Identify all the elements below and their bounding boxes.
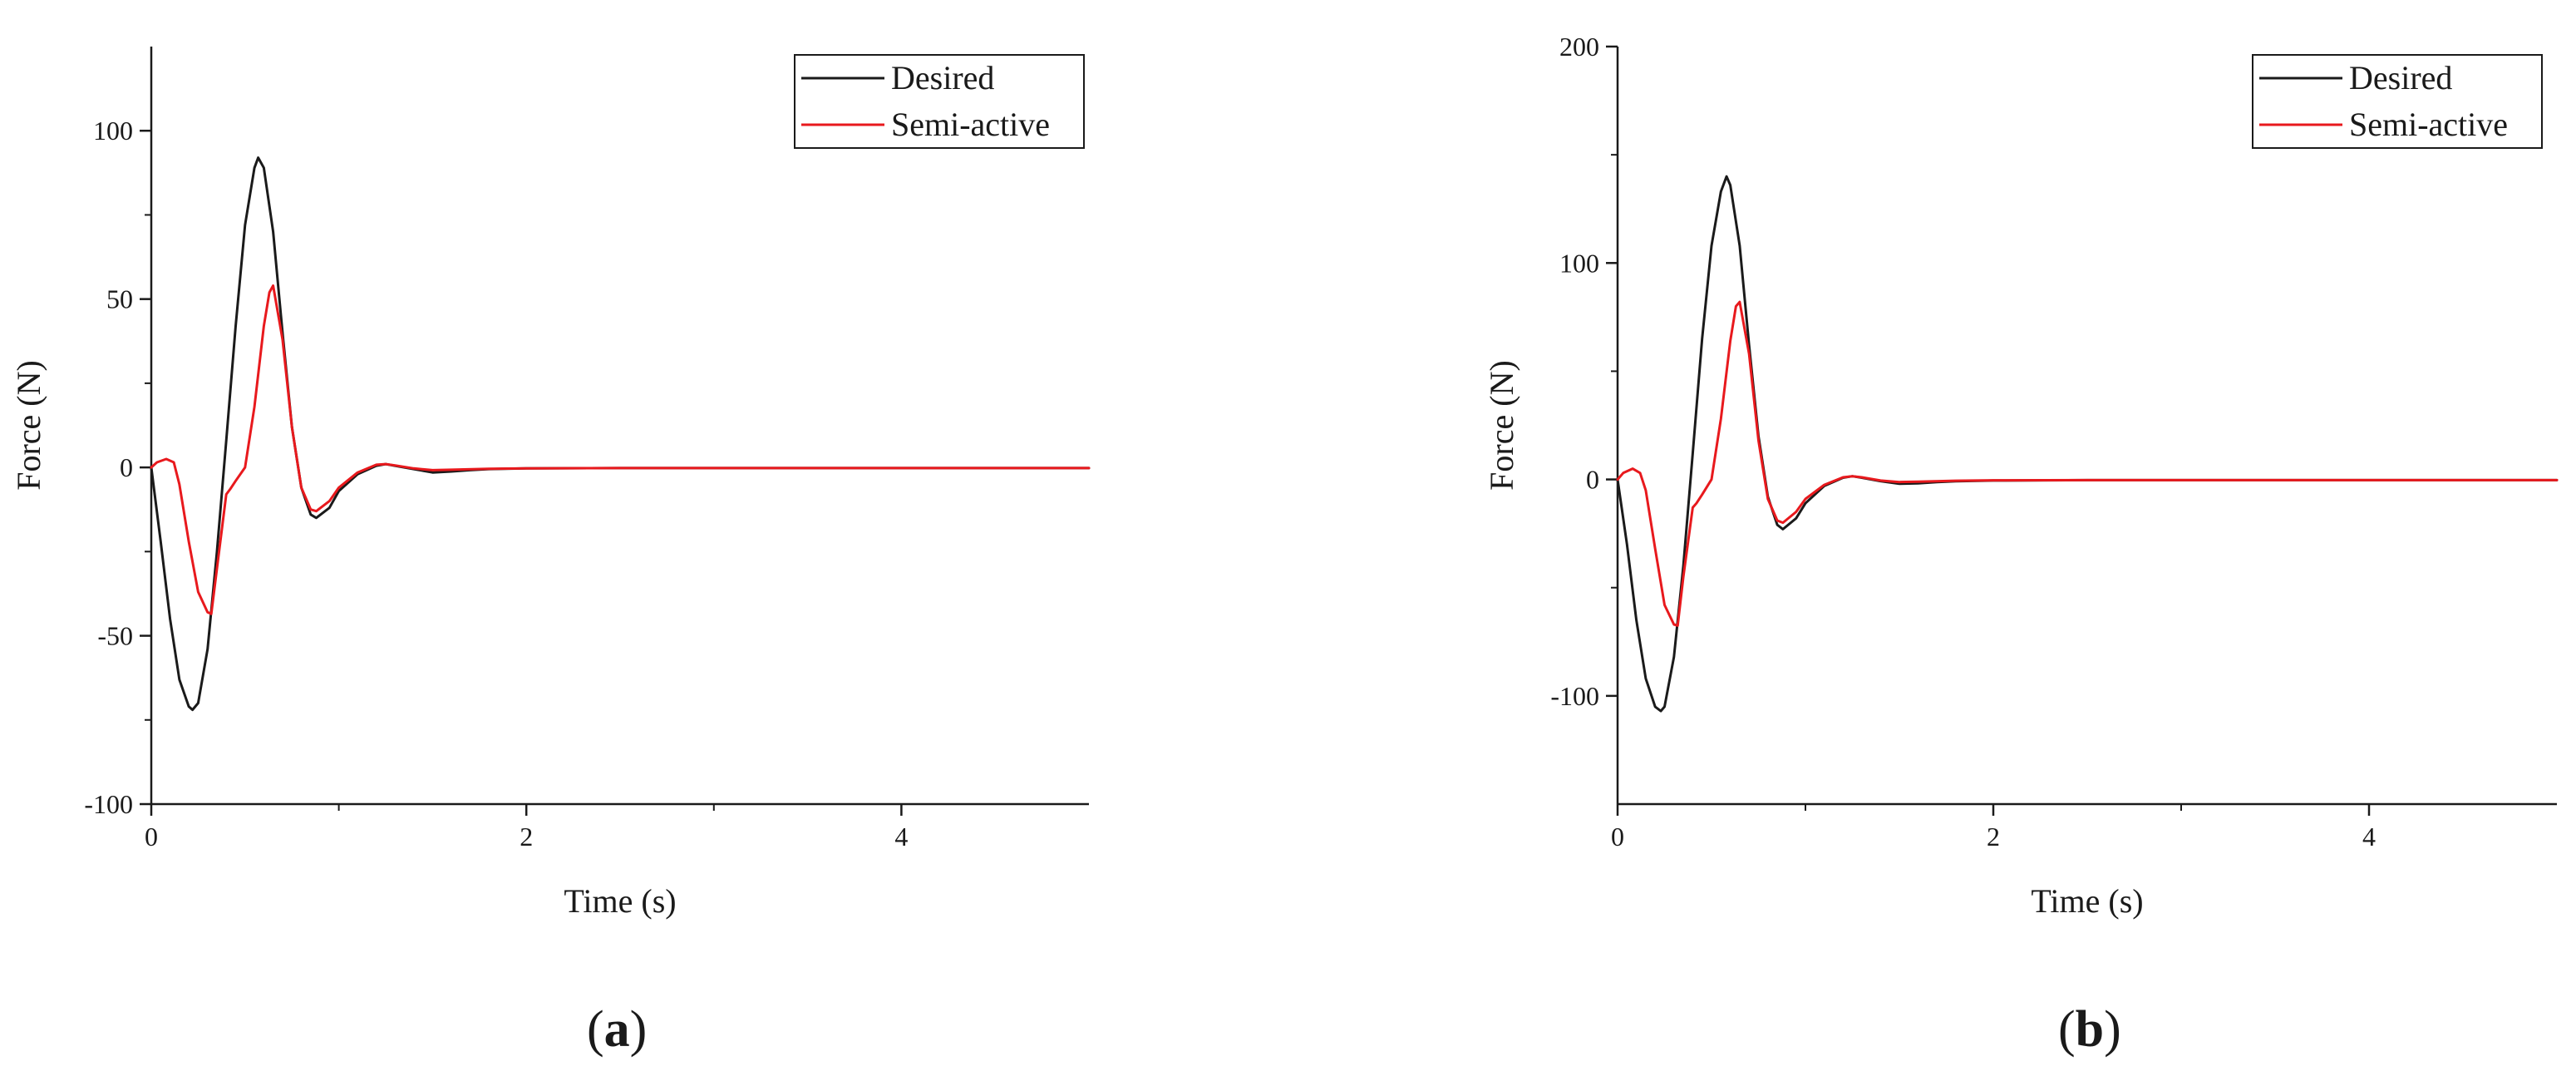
y-tick-label: 200 xyxy=(1559,32,1599,62)
y-tick-label: 0 xyxy=(120,452,133,482)
y-tick-label: 50 xyxy=(106,284,133,314)
x-axis-title: Time (s) xyxy=(2031,882,2143,920)
x-tick-label: 2 xyxy=(520,822,533,851)
x-tick-label: 4 xyxy=(894,822,908,851)
x-tick-label: 2 xyxy=(1987,822,2000,851)
x-axis-title: Time (s) xyxy=(564,882,676,920)
legend-label: Semi-active xyxy=(891,106,1050,143)
y-tick-label: -100 xyxy=(1550,681,1599,711)
y-tick-label: -50 xyxy=(97,621,133,651)
y-tick-label: 0 xyxy=(1586,465,1599,495)
y-tick-label: 100 xyxy=(1559,248,1599,278)
legend: Desired Semi-active xyxy=(2252,54,2543,149)
x-tick-label: 0 xyxy=(145,822,158,851)
legend-label: Desired xyxy=(891,59,994,96)
y-axis-title: Force (N) xyxy=(10,360,47,491)
panel-label: (a) xyxy=(587,1001,647,1058)
chart-panel-b: 0 2 4 -100 0 100 200 Time (s) Force (N) Desired Se… xyxy=(1483,32,2559,1058)
series-line-semi-active xyxy=(150,284,1091,615)
legend-box xyxy=(2252,54,2543,149)
x-tick-label: 0 xyxy=(1611,822,1624,851)
y-axis-title: Force (N) xyxy=(1483,360,1520,491)
chart-panel-a: 0 2 4 -100 -50 0 50 100 Time (s) Force (N) Desired… xyxy=(10,47,1091,1058)
series-line-semi-active xyxy=(1616,300,2559,627)
y-tick-label: -100 xyxy=(84,789,133,819)
legend-label: Semi-active xyxy=(2349,106,2508,143)
x-tick-label: 4 xyxy=(2362,822,2376,851)
y-tick-label: 100 xyxy=(93,116,133,146)
legend-box xyxy=(794,54,1085,149)
panel-label: (b) xyxy=(2058,1001,2121,1058)
legend-label: Desired xyxy=(2349,59,2452,96)
legend: Desired Semi-active xyxy=(794,54,1085,149)
